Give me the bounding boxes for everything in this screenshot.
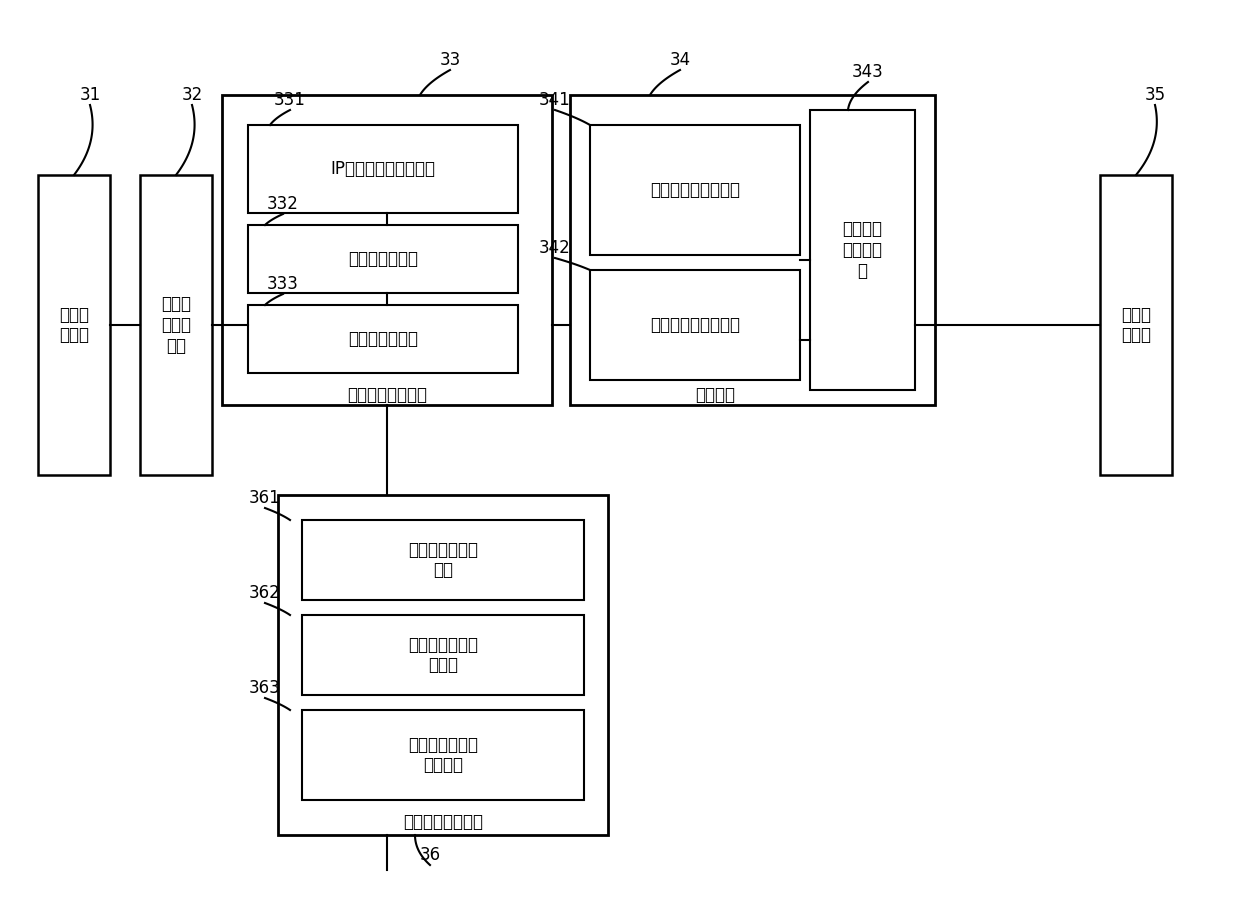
- Text: 31: 31: [79, 86, 100, 104]
- Text: IP物理链路查找子单元: IP物理链路查找子单元: [331, 160, 435, 178]
- Text: 362: 362: [249, 584, 281, 602]
- Bar: [248, 305, 518, 373]
- Text: 旁路单元: 旁路单元: [694, 386, 735, 404]
- Text: 36: 36: [419, 846, 440, 864]
- Text: 光层路径创建子单元: 光层路径创建子单元: [650, 316, 740, 334]
- Text: 32: 32: [181, 86, 202, 104]
- Text: 流量采
集单元: 流量采 集单元: [60, 306, 89, 345]
- Text: 隧道流量
调整子单
元: 隧道流量 调整子单 元: [842, 220, 883, 280]
- Bar: [303, 710, 584, 800]
- Text: 带宽利用率设定
子单元: 带宽利用率设定 子单元: [408, 635, 477, 674]
- Text: 33: 33: [439, 51, 460, 69]
- Bar: [248, 225, 518, 293]
- Text: 光层路径查找子单元: 光层路径查找子单元: [650, 181, 740, 199]
- Bar: [303, 615, 584, 695]
- Bar: [810, 110, 915, 390]
- Text: 隧道匹配条件设
定子单元: 隧道匹配条件设 定子单元: [408, 735, 477, 774]
- Text: 旁路条件设定单元: 旁路条件设定单元: [403, 813, 484, 831]
- Text: 隧道查找子单元: 隧道查找子单元: [348, 250, 418, 268]
- Bar: [590, 270, 800, 380]
- Text: 331: 331: [274, 91, 306, 109]
- Bar: [248, 125, 518, 213]
- Text: 头尾节点指定子
单元: 头尾节点指定子 单元: [408, 541, 477, 580]
- Bar: [590, 125, 800, 255]
- Text: 342: 342: [539, 239, 570, 257]
- Text: 隧道匹配子单元: 隧道匹配子单元: [348, 330, 418, 348]
- Bar: [570, 95, 935, 405]
- Text: 旁路条件判断单元: 旁路条件判断单元: [347, 386, 427, 404]
- Text: 343: 343: [852, 63, 884, 81]
- Text: 34: 34: [670, 51, 691, 69]
- Bar: [222, 95, 552, 405]
- Text: 363: 363: [249, 679, 281, 697]
- Bar: [303, 520, 584, 600]
- Text: 332: 332: [267, 195, 299, 213]
- Text: 341: 341: [539, 91, 570, 109]
- Text: 流量数
据统计
单元: 流量数 据统计 单元: [161, 295, 191, 355]
- Text: 361: 361: [249, 489, 281, 507]
- Text: 333: 333: [267, 275, 299, 293]
- Bar: [1100, 175, 1172, 475]
- Text: 35: 35: [1145, 86, 1166, 104]
- Bar: [38, 175, 110, 475]
- Bar: [278, 495, 608, 835]
- Bar: [140, 175, 212, 475]
- Text: 信息记
录单元: 信息记 录单元: [1121, 306, 1151, 345]
